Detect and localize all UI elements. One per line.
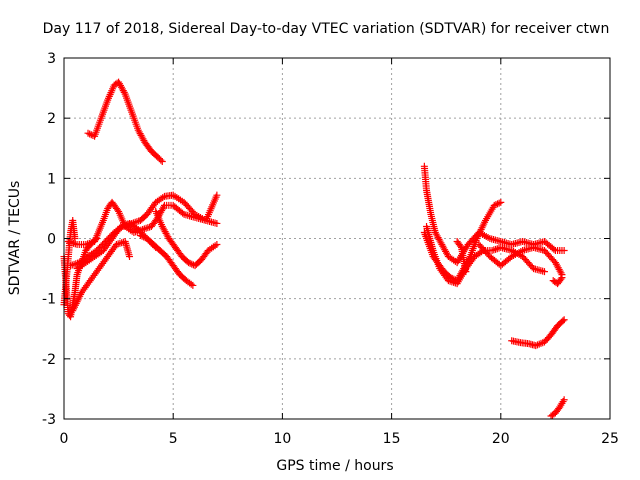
data-point xyxy=(84,129,92,137)
x-tick-label: 0 xyxy=(60,431,69,447)
series-arc-g xyxy=(73,219,160,273)
series-arc-e xyxy=(67,191,221,270)
data-point xyxy=(550,245,558,253)
data-point xyxy=(560,247,568,255)
data-point xyxy=(187,280,195,288)
chart-title: Day 117 of 2018, Sidereal Day-to-day VTE… xyxy=(43,21,610,37)
data-point xyxy=(213,219,221,227)
data-point xyxy=(558,274,566,282)
data-point xyxy=(136,231,144,239)
data-point xyxy=(138,232,146,240)
data-point xyxy=(490,201,498,209)
data-point xyxy=(126,253,134,261)
data-point xyxy=(186,259,194,267)
series-arc-o xyxy=(549,274,566,288)
data-point xyxy=(492,201,500,209)
series-arc-a xyxy=(84,78,166,165)
y-tick-label: -3 xyxy=(42,412,56,428)
series-arc-i xyxy=(152,207,221,270)
data-point xyxy=(189,281,197,289)
data-point xyxy=(560,396,568,404)
data-point xyxy=(213,191,221,199)
data-point xyxy=(157,156,165,164)
x-axis-label: GPS time / hours xyxy=(276,458,393,474)
data-point xyxy=(540,268,548,276)
series-arc-q xyxy=(547,396,568,420)
data-point xyxy=(560,316,568,324)
y-tick-label: 3 xyxy=(47,51,56,67)
data-point xyxy=(497,198,505,206)
y-tick-label: 2 xyxy=(47,111,56,127)
data-point xyxy=(462,268,470,276)
data-point xyxy=(184,259,192,267)
y-tick-label: -1 xyxy=(42,292,56,308)
data-point xyxy=(557,269,565,277)
data-point xyxy=(456,242,464,250)
y-axis-label: SDTVAR / TECUs xyxy=(7,181,23,296)
grid xyxy=(64,58,610,419)
axis-ticks: 0 5 10 15 20 25 -3 -2 -1 0 1 2 3 xyxy=(42,51,619,447)
data-point xyxy=(213,241,221,249)
data-point xyxy=(557,275,565,283)
y-tick-label: 1 xyxy=(47,171,56,187)
x-tick-label: 25 xyxy=(601,431,619,447)
y-tick-label: 0 xyxy=(47,232,56,248)
x-tick-label: 15 xyxy=(383,431,401,447)
data-point xyxy=(160,203,168,211)
series-arc-h xyxy=(136,231,197,289)
data-point xyxy=(120,88,128,96)
y-tick-label: -2 xyxy=(42,352,56,368)
data-point xyxy=(495,199,503,207)
series-arc-c xyxy=(60,216,79,309)
series-arc-m xyxy=(453,238,470,276)
data-point xyxy=(140,233,148,241)
x-tick-label: 10 xyxy=(273,431,291,447)
series-arc-p xyxy=(508,316,568,350)
data-point xyxy=(158,157,166,165)
x-tick-label: 5 xyxy=(169,431,178,447)
series-arc-f xyxy=(69,238,134,315)
x-tick-label: 20 xyxy=(492,431,510,447)
data-point xyxy=(559,317,567,325)
data-point xyxy=(494,200,502,208)
